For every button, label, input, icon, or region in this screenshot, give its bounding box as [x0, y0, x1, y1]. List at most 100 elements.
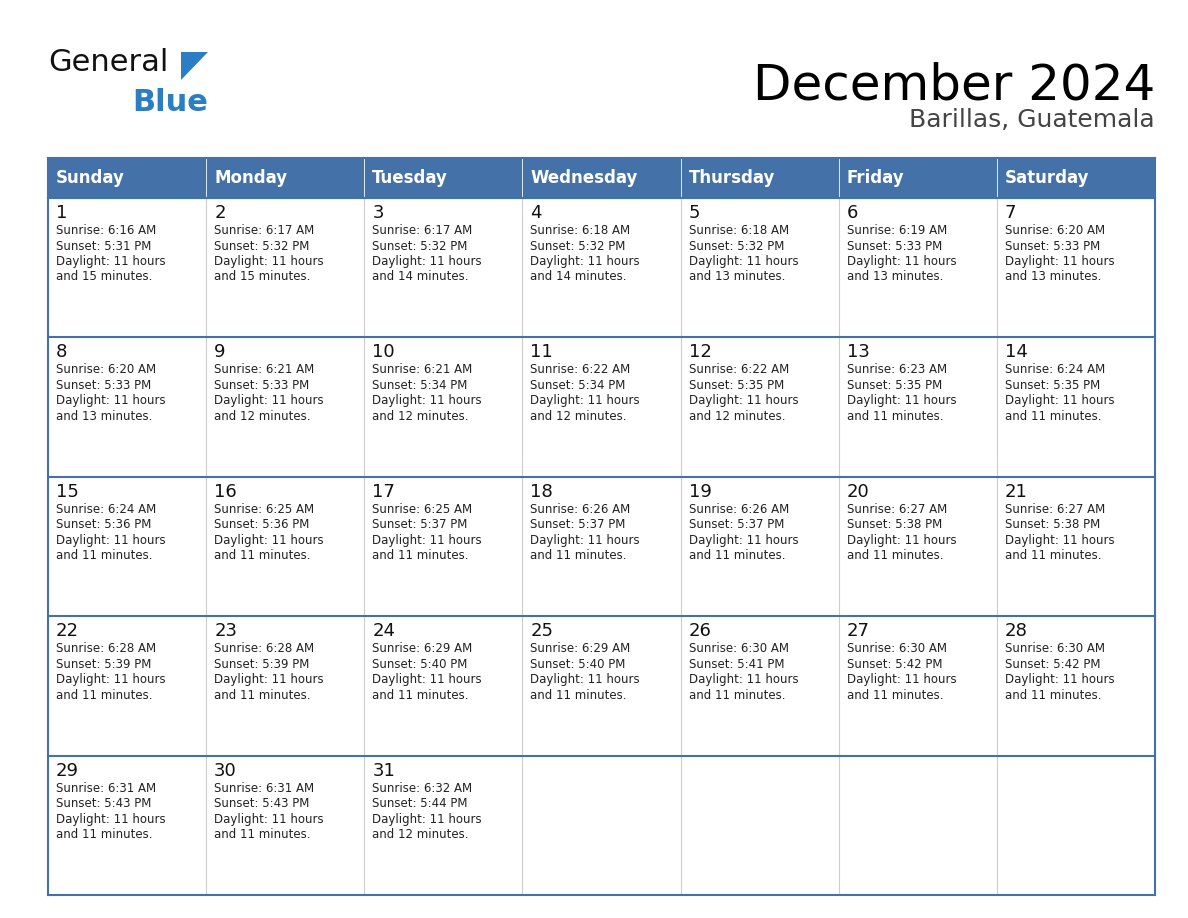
Text: and 12 minutes.: and 12 minutes. [372, 410, 469, 423]
Text: Sunrise: 6:29 AM: Sunrise: 6:29 AM [372, 643, 473, 655]
Text: Blue: Blue [132, 88, 208, 117]
Text: Saturday: Saturday [1005, 169, 1089, 187]
Text: and 11 minutes.: and 11 minutes. [689, 549, 785, 563]
Text: 9: 9 [214, 343, 226, 362]
Text: Daylight: 11 hours: Daylight: 11 hours [1005, 673, 1114, 686]
Bar [523, 158, 681, 198]
Text: and 11 minutes.: and 11 minutes. [372, 688, 469, 701]
Text: and 11 minutes.: and 11 minutes. [689, 688, 785, 701]
Text: Daylight: 11 hours: Daylight: 11 hours [689, 395, 798, 408]
Text: Sunrise: 6:27 AM: Sunrise: 6:27 AM [1005, 503, 1105, 516]
Bar [839, 756, 997, 895]
Text: and 11 minutes.: and 11 minutes. [847, 688, 943, 701]
Text: Sunrise: 6:25 AM: Sunrise: 6:25 AM [372, 503, 473, 516]
Text: Daylight: 11 hours: Daylight: 11 hours [214, 395, 324, 408]
Text: Sunrise: 6:18 AM: Sunrise: 6:18 AM [530, 224, 631, 237]
Text: Daylight: 11 hours: Daylight: 11 hours [56, 533, 165, 547]
Text: Daylight: 11 hours: Daylight: 11 hours [372, 812, 482, 825]
Bar [997, 158, 1155, 198]
Text: Sunday: Sunday [56, 169, 125, 187]
Text: 14: 14 [1005, 343, 1028, 362]
Bar [48, 198, 207, 338]
Bar [207, 338, 365, 476]
Bar [997, 756, 1155, 895]
Bar [523, 756, 681, 895]
Bar [365, 476, 523, 616]
Text: and 11 minutes.: and 11 minutes. [56, 549, 152, 563]
Text: and 13 minutes.: and 13 minutes. [1005, 271, 1101, 284]
Text: Sunset: 5:39 PM: Sunset: 5:39 PM [56, 657, 151, 671]
Text: Sunrise: 6:20 AM: Sunrise: 6:20 AM [1005, 224, 1105, 237]
Bar [365, 198, 523, 338]
Text: Daylight: 11 hours: Daylight: 11 hours [56, 395, 165, 408]
Bar [523, 338, 681, 476]
Text: and 14 minutes.: and 14 minutes. [372, 271, 469, 284]
Text: Daylight: 11 hours: Daylight: 11 hours [214, 812, 324, 825]
Bar [365, 616, 523, 756]
Text: 19: 19 [689, 483, 712, 501]
Text: Daylight: 11 hours: Daylight: 11 hours [214, 673, 324, 686]
Text: and 11 minutes.: and 11 minutes. [56, 688, 152, 701]
Text: Sunset: 5:37 PM: Sunset: 5:37 PM [530, 519, 626, 532]
Text: 4: 4 [530, 204, 542, 222]
Text: 20: 20 [847, 483, 870, 501]
Text: and 11 minutes.: and 11 minutes. [530, 688, 627, 701]
Text: 27: 27 [847, 622, 870, 640]
Bar [997, 198, 1155, 338]
Text: and 11 minutes.: and 11 minutes. [1005, 549, 1101, 563]
Text: Daylight: 11 hours: Daylight: 11 hours [847, 395, 956, 408]
Text: Sunrise: 6:30 AM: Sunrise: 6:30 AM [689, 643, 789, 655]
Text: 28: 28 [1005, 622, 1028, 640]
Text: 16: 16 [214, 483, 236, 501]
Text: Sunset: 5:32 PM: Sunset: 5:32 PM [530, 240, 626, 252]
Text: 26: 26 [689, 622, 712, 640]
Text: and 13 minutes.: and 13 minutes. [847, 271, 943, 284]
Text: and 11 minutes.: and 11 minutes. [56, 828, 152, 841]
Bar [523, 198, 681, 338]
Text: Daylight: 11 hours: Daylight: 11 hours [372, 533, 482, 547]
Text: and 11 minutes.: and 11 minutes. [1005, 688, 1101, 701]
Text: Sunset: 5:41 PM: Sunset: 5:41 PM [689, 657, 784, 671]
Text: Daylight: 11 hours: Daylight: 11 hours [1005, 533, 1114, 547]
Text: 11: 11 [530, 343, 554, 362]
Text: 1: 1 [56, 204, 68, 222]
Bar [48, 476, 207, 616]
Text: Sunset: 5:32 PM: Sunset: 5:32 PM [214, 240, 310, 252]
Text: Daylight: 11 hours: Daylight: 11 hours [56, 673, 165, 686]
Bar [681, 616, 839, 756]
Text: Daylight: 11 hours: Daylight: 11 hours [372, 673, 482, 686]
Bar [365, 338, 523, 476]
Text: 12: 12 [689, 343, 712, 362]
Text: 7: 7 [1005, 204, 1017, 222]
Text: 5: 5 [689, 204, 700, 222]
Text: Sunrise: 6:28 AM: Sunrise: 6:28 AM [214, 643, 315, 655]
Text: 30: 30 [214, 762, 236, 779]
Bar [681, 476, 839, 616]
Bar [839, 198, 997, 338]
Text: 21: 21 [1005, 483, 1028, 501]
Text: 29: 29 [56, 762, 78, 779]
Text: Barillas, Guatemala: Barillas, Guatemala [909, 108, 1155, 132]
Text: Sunrise: 6:29 AM: Sunrise: 6:29 AM [530, 643, 631, 655]
Text: 3: 3 [372, 204, 384, 222]
Text: Sunrise: 6:31 AM: Sunrise: 6:31 AM [214, 781, 315, 795]
Text: Sunset: 5:33 PM: Sunset: 5:33 PM [847, 240, 942, 252]
Text: Sunrise: 6:17 AM: Sunrise: 6:17 AM [214, 224, 315, 237]
Text: Sunrise: 6:28 AM: Sunrise: 6:28 AM [56, 643, 156, 655]
Text: Sunrise: 6:21 AM: Sunrise: 6:21 AM [214, 364, 315, 376]
Bar [997, 476, 1155, 616]
Bar [681, 158, 839, 198]
Bar [839, 476, 997, 616]
Text: Sunset: 5:43 PM: Sunset: 5:43 PM [214, 797, 310, 810]
Text: Sunset: 5:34 PM: Sunset: 5:34 PM [530, 379, 626, 392]
Text: Daylight: 11 hours: Daylight: 11 hours [689, 255, 798, 268]
Text: Daylight: 11 hours: Daylight: 11 hours [214, 255, 324, 268]
Text: 18: 18 [530, 483, 554, 501]
Text: 23: 23 [214, 622, 238, 640]
Text: Sunrise: 6:21 AM: Sunrise: 6:21 AM [372, 364, 473, 376]
Text: Sunset: 5:38 PM: Sunset: 5:38 PM [847, 519, 942, 532]
Bar [839, 338, 997, 476]
Text: and 14 minutes.: and 14 minutes. [530, 271, 627, 284]
Text: 24: 24 [372, 622, 396, 640]
Text: and 11 minutes.: and 11 minutes. [847, 410, 943, 423]
